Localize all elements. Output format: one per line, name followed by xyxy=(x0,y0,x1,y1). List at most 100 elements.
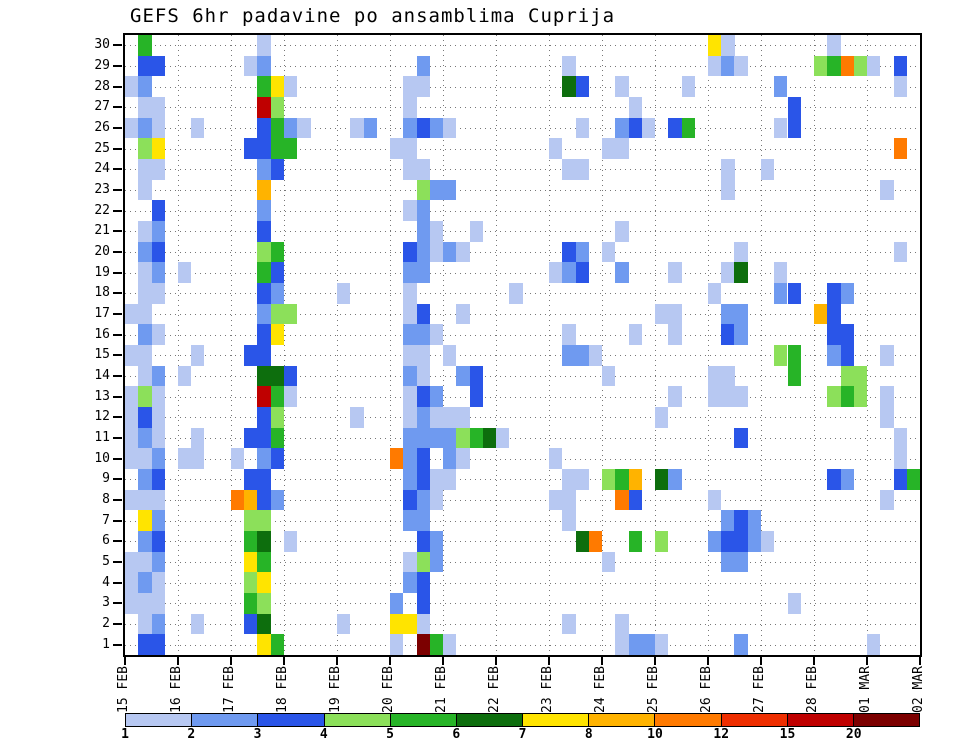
y-tick-label: 12 xyxy=(94,409,110,425)
y-tick-label: 13 xyxy=(94,388,110,404)
heatmap-cell xyxy=(416,241,430,263)
heatmap-cell xyxy=(469,221,483,242)
colorbar-label: 8 xyxy=(584,727,593,742)
heatmap-cell xyxy=(721,55,735,77)
heatmap-cell xyxy=(840,469,854,490)
heatmap-cell xyxy=(403,262,417,283)
heatmap-cell xyxy=(734,531,748,552)
heatmap-cell xyxy=(562,510,576,531)
heatmap-cell xyxy=(138,221,152,242)
heatmap-cell xyxy=(403,572,417,593)
heatmap-cell xyxy=(734,324,748,345)
x-tick xyxy=(654,657,656,665)
heatmap-cell xyxy=(416,159,430,180)
heatmap-cell xyxy=(615,221,629,242)
heatmap-cell xyxy=(178,365,192,387)
heatmap-cell xyxy=(774,117,788,139)
heatmap-cell xyxy=(416,634,430,655)
colorbar-segment xyxy=(258,714,325,726)
heatmap-cell xyxy=(429,427,443,449)
heatmap-cell xyxy=(840,283,854,304)
heatmap-cell xyxy=(270,159,284,180)
heatmap-cell xyxy=(244,138,258,159)
heatmap-cell xyxy=(416,386,430,407)
heatmap-cell xyxy=(270,283,284,304)
heatmap-cell xyxy=(151,138,165,159)
y-tick xyxy=(113,209,122,212)
heatmap-cell xyxy=(443,179,457,201)
heatmap-cell xyxy=(721,386,735,407)
heatmap-cell xyxy=(654,634,669,655)
heatmap-cell xyxy=(827,35,841,56)
heatmap-cell xyxy=(681,76,695,97)
heatmap-cell xyxy=(244,551,258,573)
heatmap-cell xyxy=(628,324,642,345)
heatmap-cell xyxy=(257,386,271,407)
heatmap-cell xyxy=(257,427,271,449)
y-tick-label: 9 xyxy=(102,471,110,487)
heatmap-cell xyxy=(244,489,258,511)
heatmap-cell xyxy=(138,531,152,552)
heatmap-cell xyxy=(191,345,205,366)
heatmap-cell xyxy=(562,76,576,97)
gridline-v xyxy=(654,35,656,655)
heatmap-cell xyxy=(284,365,298,387)
y-tick xyxy=(113,499,122,501)
heatmap-cell xyxy=(429,386,443,407)
heatmap-cell xyxy=(284,386,298,407)
heatmap-cell xyxy=(151,283,165,304)
heatmap-cell xyxy=(125,117,139,139)
gridline-h xyxy=(125,66,920,67)
heatmap-cell xyxy=(575,469,589,490)
heatmap-cell xyxy=(416,427,430,449)
gridline-h xyxy=(125,107,920,109)
heatmap-cell xyxy=(416,76,430,97)
heatmap-cell xyxy=(403,510,417,531)
heatmap-cell xyxy=(429,551,443,573)
heatmap-cell xyxy=(151,97,165,118)
gridline-h xyxy=(125,396,920,398)
heatmap-cell xyxy=(443,448,457,469)
heatmap-cell xyxy=(734,427,748,449)
heatmap-cell xyxy=(827,345,841,366)
x-tick xyxy=(919,657,921,665)
gridline-h xyxy=(125,169,920,171)
heatmap-cell xyxy=(840,345,854,366)
heatmap-cell xyxy=(337,613,351,635)
heatmap-cell xyxy=(575,241,589,263)
heatmap-cell xyxy=(270,117,284,139)
colorbar-label: 4 xyxy=(319,727,328,742)
y-tick-label: 7 xyxy=(102,512,110,528)
heatmap-cell xyxy=(257,448,271,469)
heatmap-cell xyxy=(880,179,894,201)
heatmap-cell xyxy=(575,345,589,366)
heatmap-cell xyxy=(602,551,616,573)
heatmap-cell xyxy=(721,365,735,387)
heatmap-cell xyxy=(615,634,629,655)
heatmap-cell xyxy=(138,572,152,593)
heatmap-cell xyxy=(389,593,404,614)
heatmap-cell xyxy=(827,55,841,77)
heatmap-cell xyxy=(270,634,284,655)
heatmap-cell xyxy=(416,489,430,511)
heatmap-cell xyxy=(416,55,430,77)
heatmap-cell xyxy=(443,407,457,428)
heatmap-cell xyxy=(284,76,298,97)
y-tick-label: 30 xyxy=(94,37,110,53)
heatmap-cell xyxy=(125,407,139,428)
heatmap-cell xyxy=(125,489,139,511)
heatmap-cell xyxy=(562,345,576,366)
heatmap-cell xyxy=(403,159,417,180)
heatmap-cell xyxy=(151,221,165,242)
gridline-h xyxy=(125,417,920,419)
gridline-h xyxy=(125,148,920,150)
y-tick xyxy=(113,65,122,67)
x-tick-label: 20 FEB xyxy=(381,666,396,713)
heatmap-cell xyxy=(562,489,576,511)
heatmap-cell xyxy=(270,489,284,511)
heatmap-cell xyxy=(708,365,722,387)
heatmap-cell xyxy=(443,345,457,366)
heatmap-cell xyxy=(721,531,735,552)
y-tick xyxy=(113,478,122,481)
heatmap-cell xyxy=(906,469,920,490)
